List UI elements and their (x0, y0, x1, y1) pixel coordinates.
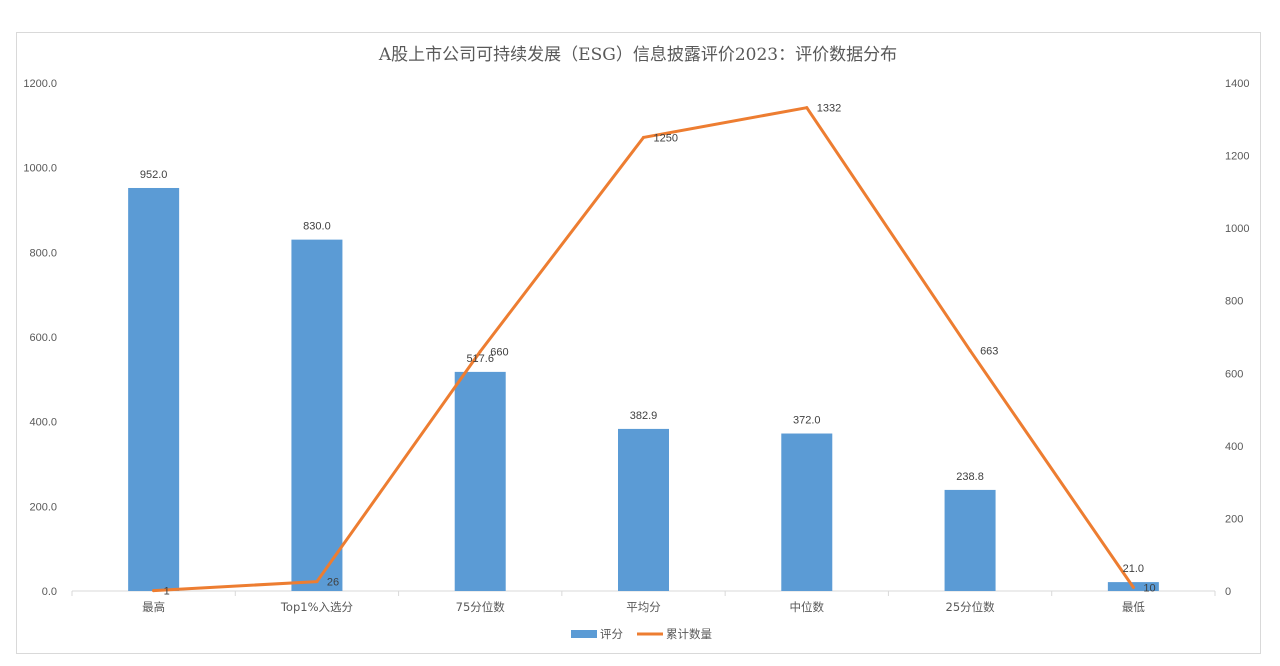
bar-data-label: 21.0 (1123, 563, 1144, 575)
line-data-label: 26 (327, 577, 339, 589)
line-point (152, 589, 156, 593)
y-right-tick-label: 400 (1225, 441, 1243, 453)
y-right-tick-label: 1400 (1225, 78, 1249, 90)
x-category-label: 最高 (142, 600, 165, 614)
line-data-label: 1 (164, 586, 170, 598)
x-category-label: 最低 (1122, 600, 1145, 614)
bar-data-label: 830.0 (303, 221, 331, 233)
x-category-label: 中位数 (790, 600, 825, 614)
x-category-label: 75分位数 (456, 600, 506, 614)
x-category-label: 平均分 (626, 600, 661, 614)
line-layer (152, 106, 1135, 593)
line-data-label: 1332 (817, 103, 841, 115)
line-point (1131, 585, 1135, 589)
legend-bar-label: 评分 (600, 627, 623, 641)
y-left-tick-label: 800.0 (29, 247, 57, 259)
bar (944, 489, 996, 591)
y-right-tick-label: 1000 (1225, 223, 1249, 235)
legend-line-label: 累计数量 (666, 627, 712, 641)
y-left-tick-label: 400.0 (29, 417, 57, 429)
y-right-tick-label: 1200 (1225, 151, 1249, 163)
line-point (805, 106, 809, 110)
line-data-label: 10 (1143, 582, 1155, 594)
line-point (642, 135, 645, 139)
y-right-tick-label: 0 (1225, 586, 1231, 598)
bar (128, 187, 180, 591)
y-left-tick-label: 1200.0 (23, 78, 57, 90)
bar (618, 428, 669, 591)
line-point (478, 350, 482, 354)
y-left-tick-label: 1000.0 (23, 163, 57, 175)
axes-layer: 0.0 200.0 400.0 600.0 800.0 1000.0 1200.0 0 200 4… (23, 78, 1249, 614)
bar-data-label: 372.0 (793, 415, 821, 427)
line-data-label: 1250 (654, 132, 678, 144)
line-point (968, 348, 972, 352)
y-right-tick-label: 800 (1225, 296, 1243, 308)
y-left-tick-label: 0.0 (42, 586, 57, 598)
bars-layer (128, 187, 1159, 591)
line-data-label: 660 (490, 347, 508, 359)
bar-data-label: 517.6 (466, 353, 494, 365)
y-right-tick-label: 200 (1225, 513, 1243, 525)
bar-data-label: 238.8 (956, 471, 984, 483)
line-data-label: 663 (980, 345, 998, 357)
bar-data-label: 952.0 (140, 169, 168, 181)
labels-layer: 952.0 830.0 517.6 382.9 372.0 238.8 21.0 1 26 660… (140, 103, 1156, 598)
chart-title: A股上市公司可持续发展（ESG）信息披露评价2023：评价数据分布 (378, 45, 897, 65)
x-category-label: 25分位数 (946, 600, 996, 614)
legend: 评分 累计数量 (571, 627, 712, 641)
y-left-tick-label: 200.0 (29, 501, 57, 513)
bar-data-label: 382.9 (630, 410, 658, 422)
y-left-tick-label: 600.0 (29, 332, 57, 344)
line-point (315, 580, 319, 584)
bar (781, 433, 833, 591)
x-category-label: Top1%入选分 (280, 600, 354, 614)
bar (454, 371, 506, 591)
legend-bar-swatch (571, 630, 597, 638)
bar (291, 239, 343, 591)
y-right-tick-label: 600 (1225, 368, 1243, 380)
